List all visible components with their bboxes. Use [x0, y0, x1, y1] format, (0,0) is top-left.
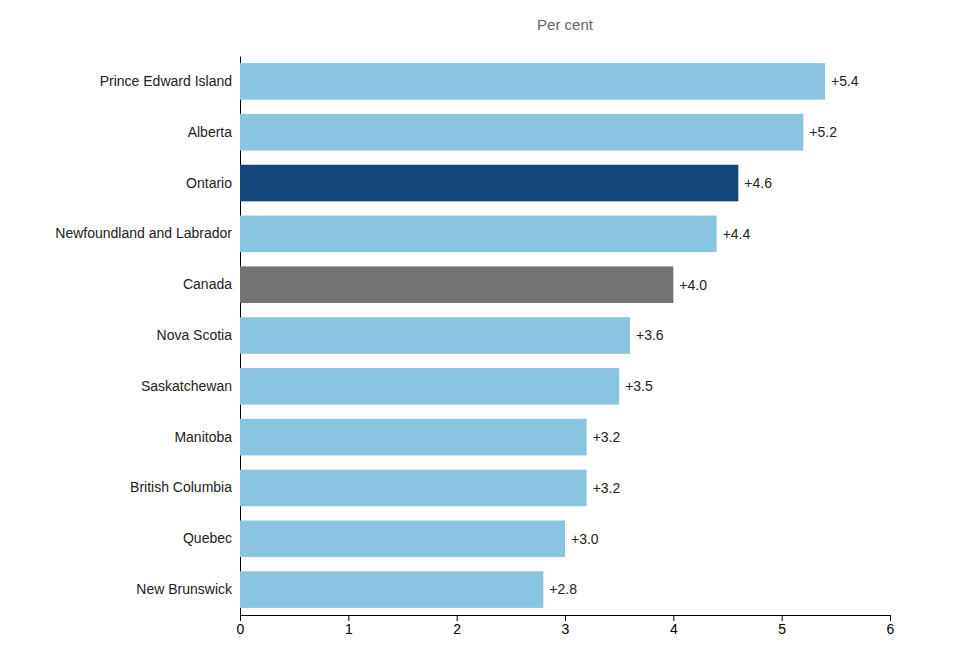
x-tick: 0 [237, 615, 245, 637]
y-tick-label: British Columbia [130, 479, 232, 495]
y-tick-label: Prince Edward Island [100, 73, 232, 89]
data-label: +3.2 [593, 480, 621, 496]
data-label: +5.2 [809, 124, 837, 140]
y-tick-label: Manitoba [174, 429, 232, 445]
y-tick-label: New Brunswick [136, 581, 233, 597]
data-label: +4.4 [723, 226, 751, 242]
bar [240, 470, 587, 507]
x-tick: 3 [562, 615, 570, 637]
y-tick-label: Saskatchewan [141, 378, 232, 394]
y-tick-label: Nova Scotia [157, 327, 233, 343]
x-tick-label: 2 [453, 621, 461, 637]
x-tick: 4 [670, 615, 678, 637]
x-tick: 6 [887, 615, 895, 637]
y-tick: Manitoba [174, 429, 240, 445]
bars [240, 63, 825, 608]
data-label: +3.6 [636, 327, 664, 343]
y-tick-label: Canada [183, 276, 232, 292]
x-tick: 2 [453, 615, 461, 637]
y-tick-label: Quebec [183, 530, 232, 546]
x-tick: 5 [778, 615, 786, 637]
data-label: +5.4 [831, 73, 859, 89]
chart: 0 1 2 3 4 5 6 New Brunswick Quebec British Columb… [0, 0, 960, 659]
y-tick: Canada [183, 276, 240, 292]
bar [240, 419, 587, 456]
x-tick-label: 5 [778, 621, 786, 637]
data-label: +3.5 [625, 378, 653, 394]
x-axis: 0 1 2 3 4 5 6 [237, 615, 895, 637]
data-labels: +2.8 +3.0 +3.2 +3.2 +3.5 +3.6 +4.0 +4.4 +4.6 +5.2… [549, 73, 859, 597]
data-label: +3.0 [571, 531, 599, 547]
title: Per cent [537, 16, 594, 33]
y-tick: Saskatchewan [141, 378, 240, 394]
bar [240, 571, 543, 608]
x-tick: 1 [345, 615, 353, 637]
x-tick-label: 3 [562, 621, 570, 637]
bar [240, 63, 825, 100]
data-label: +4.6 [744, 175, 772, 191]
bar [240, 317, 630, 354]
bar [240, 165, 738, 202]
bar [240, 114, 803, 151]
y-axis: New Brunswick Quebec British Columbia Manit… [55, 57, 240, 616]
bar [240, 368, 619, 405]
y-tick-label: Alberta [188, 124, 233, 140]
y-tick: Ontario [186, 175, 240, 191]
y-tick: British Columbia [130, 479, 240, 495]
data-label: +2.8 [549, 581, 577, 597]
x-tick-label: 4 [670, 621, 678, 637]
y-tick: New Brunswick [136, 581, 240, 597]
y-tick-label: Newfoundland and Labrador [55, 225, 232, 241]
y-tick-label: Ontario [186, 175, 232, 191]
y-tick: Alberta [188, 124, 240, 140]
data-label: +3.2 [593, 429, 621, 445]
x-tick-label: 1 [345, 621, 353, 637]
x-tick-label: 0 [237, 621, 245, 637]
data-label: +4.0 [679, 277, 707, 293]
bar [240, 520, 565, 557]
y-tick: Newfoundland and Labrador [55, 225, 240, 241]
bar [240, 266, 673, 303]
y-tick: Quebec [183, 530, 240, 546]
y-tick: Nova Scotia [157, 327, 240, 343]
y-tick: Prince Edward Island [100, 73, 240, 89]
bar [240, 216, 717, 253]
x-tick-label: 6 [887, 621, 895, 637]
plot: 0 1 2 3 4 5 6 New Brunswick Quebec British Columb… [55, 57, 894, 637]
